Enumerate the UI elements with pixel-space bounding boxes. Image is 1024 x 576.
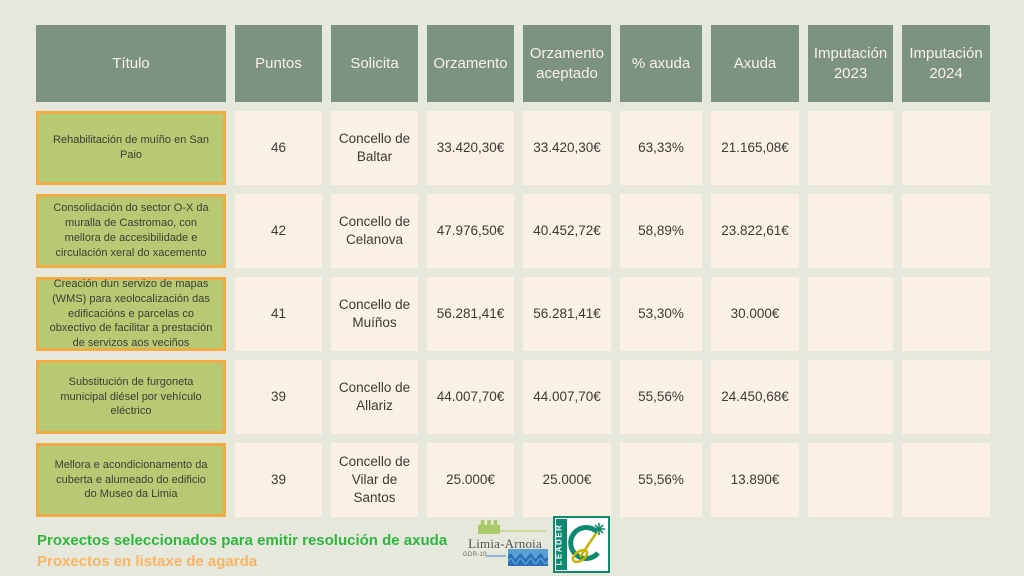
leader-star-icon — [593, 523, 605, 535]
column-header-axuda: Axuda — [711, 25, 799, 102]
castle-icon — [478, 520, 500, 534]
row1-title: Rehabilitación de muíño en San Paio — [36, 111, 226, 185]
row4-pct-axuda: 55,56% — [620, 360, 702, 434]
row1-axuda: 21.165,08€ — [711, 111, 799, 185]
limia-arnoia-logo: Limia-Arnoia GDR-10 — [460, 517, 550, 572]
row4-puntos: 39 — [235, 360, 322, 434]
column-header-pct-axuda: % axuda — [620, 25, 702, 102]
row2-imputacion-2023 — [808, 194, 893, 268]
column-header-orzamento: Orzamento — [427, 25, 514, 102]
legend-selected-label: Proxectos seleccionados para emitir reso… — [37, 532, 448, 549]
row4-imputacion-2023 — [808, 360, 893, 434]
legend: Proxectos seleccionados para emitir reso… — [37, 530, 447, 572]
row1-solicita: Concello de Baltar — [331, 111, 418, 185]
row2-solicita: Concello de Celanova — [331, 194, 418, 268]
row3-imputacion-2024 — [902, 277, 990, 351]
row2-title: Consolidación do sector O-X da muralla d… — [36, 194, 226, 268]
row5-axuda: 13.890€ — [711, 443, 799, 517]
row1-imputacion-2024 — [902, 111, 990, 185]
row4-solicita: Concello de Allariz — [331, 360, 418, 434]
row4-axuda: 24.450,68€ — [711, 360, 799, 434]
row4-orzamento-aceptado: 44.007,70€ — [523, 360, 611, 434]
row5-pct-axuda: 55,56% — [620, 443, 702, 517]
row4-orzamento: 44.007,70€ — [427, 360, 514, 434]
row3-title: Creación dun servizo de mapas (WMS) para… — [36, 277, 226, 351]
leader-logo: LEADER — [553, 516, 610, 573]
row5-orzamento-aceptado: 25.000€ — [523, 443, 611, 517]
row5-solicita: Concello de Vilar de Santos — [331, 443, 418, 517]
row5-puntos: 39 — [235, 443, 322, 517]
row3-solicita: Concello de Muíños — [331, 277, 418, 351]
projects-table: Título Puntos Solicita Orzamento Orzamen… — [36, 25, 990, 517]
row2-orzamento-aceptado: 40.452,72€ — [523, 194, 611, 268]
row1-imputacion-2023 — [808, 111, 893, 185]
row4-imputacion-2024 — [902, 360, 990, 434]
row1-puntos: 46 — [235, 111, 322, 185]
water-wave-icon — [508, 549, 548, 566]
row5-imputacion-2024 — [902, 443, 990, 517]
row3-imputacion-2023 — [808, 277, 893, 351]
column-header-imputacion-2023: Imputación 2023 — [808, 25, 893, 102]
row2-puntos: 42 — [235, 194, 322, 268]
row2-axuda: 23.822,61€ — [711, 194, 799, 268]
row3-pct-axuda: 53,30% — [620, 277, 702, 351]
row4-title: Substitución de furgoneta municipal diés… — [36, 360, 226, 434]
column-header-orzamento-aceptado: Orzamento aceptado — [523, 25, 611, 102]
limia-arnoia-logo-text: Limia-Arnoia — [468, 536, 542, 551]
logo-divider-line — [500, 530, 546, 532]
logo-blue-line — [486, 555, 506, 557]
row3-orzamento: 56.281,41€ — [427, 277, 514, 351]
row3-orzamento-aceptado: 56.281,41€ — [523, 277, 611, 351]
column-header-titulo: Título — [36, 25, 226, 102]
row3-axuda: 30.000€ — [711, 277, 799, 351]
row3-puntos: 41 — [235, 277, 322, 351]
row2-imputacion-2024 — [902, 194, 990, 268]
row5-orzamento: 25.000€ — [427, 443, 514, 517]
column-header-puntos: Puntos — [235, 25, 322, 102]
row5-title: Mellora e acondicionamento da cuberta e … — [36, 443, 226, 517]
row2-pct-axuda: 58,89% — [620, 194, 702, 268]
legend-waitlist-label: Proxectos en listaxe de agarda — [37, 553, 258, 570]
row1-pct-axuda: 63,33% — [620, 111, 702, 185]
leader-logo-text: LEADER — [555, 524, 564, 566]
row1-orzamento-aceptado: 33.420,30€ — [523, 111, 611, 185]
row5-imputacion-2023 — [808, 443, 893, 517]
row1-orzamento: 33.420,30€ — [427, 111, 514, 185]
row2-orzamento: 47.976,50€ — [427, 194, 514, 268]
gdr-10-label: GDR-10 — [463, 552, 487, 558]
column-header-solicita: Solicita — [331, 25, 418, 102]
column-header-imputacion-2024: Imputación 2024 — [902, 25, 990, 102]
